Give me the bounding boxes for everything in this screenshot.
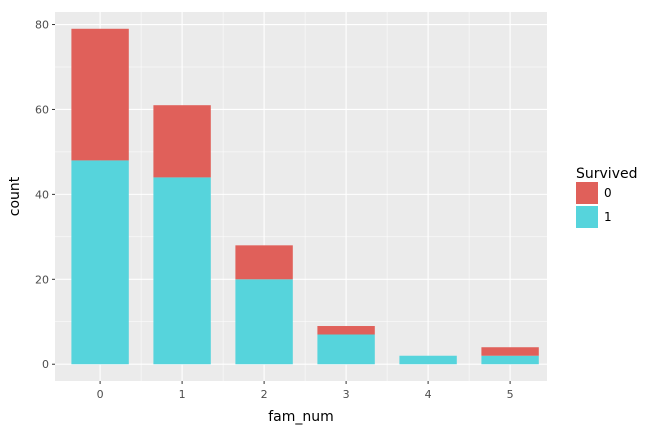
bar-survived-1-fam-4 bbox=[399, 355, 457, 365]
y-tick-label: 40 bbox=[35, 188, 49, 201]
x-tick-label: 3 bbox=[343, 388, 350, 401]
panel-background bbox=[55, 12, 547, 381]
x-axis: 0 1 2 3 4 5 bbox=[97, 381, 514, 401]
bar-survived-1-fam-3 bbox=[317, 334, 375, 365]
bars bbox=[71, 28, 539, 365]
y-tick-label: 80 bbox=[35, 19, 49, 32]
x-tick-label: 0 bbox=[97, 388, 104, 401]
bar-survived-0-fam-2 bbox=[235, 245, 293, 280]
legend-label-0: 0 bbox=[604, 186, 612, 200]
plot-panel bbox=[55, 12, 547, 381]
bar-survived-0-fam-0 bbox=[71, 28, 129, 161]
bar-survived-1-fam-0 bbox=[71, 160, 129, 365]
x-tick-label: 4 bbox=[425, 388, 432, 401]
y-tick-label: 60 bbox=[35, 103, 49, 116]
x-tick-label: 1 bbox=[179, 388, 186, 401]
legend-title: Survived bbox=[576, 166, 637, 182]
bar-survived-1-fam-2 bbox=[235, 279, 293, 365]
y-axis-title: count bbox=[7, 176, 23, 216]
legend: Survived 0 1 bbox=[576, 166, 637, 228]
y-axis: 0 20 40 60 80 bbox=[35, 19, 55, 371]
x-axis-title: fam_num bbox=[268, 409, 334, 425]
bar-survived-0-fam-1 bbox=[153, 105, 211, 178]
x-tick-label: 5 bbox=[507, 388, 514, 401]
legend-key-0 bbox=[576, 182, 598, 204]
bar-survived-0-fam-5 bbox=[481, 347, 539, 356]
y-tick-label: 0 bbox=[42, 358, 49, 371]
legend-key-1 bbox=[576, 206, 598, 228]
y-tick-label: 20 bbox=[35, 273, 49, 286]
bar-survived-0-fam-3 bbox=[317, 326, 375, 335]
x-tick-label: 2 bbox=[261, 388, 268, 401]
bar-survived-1-fam-5 bbox=[481, 355, 539, 365]
legend-label-1: 1 bbox=[604, 210, 612, 224]
bar-survived-1-fam-1 bbox=[153, 177, 211, 365]
